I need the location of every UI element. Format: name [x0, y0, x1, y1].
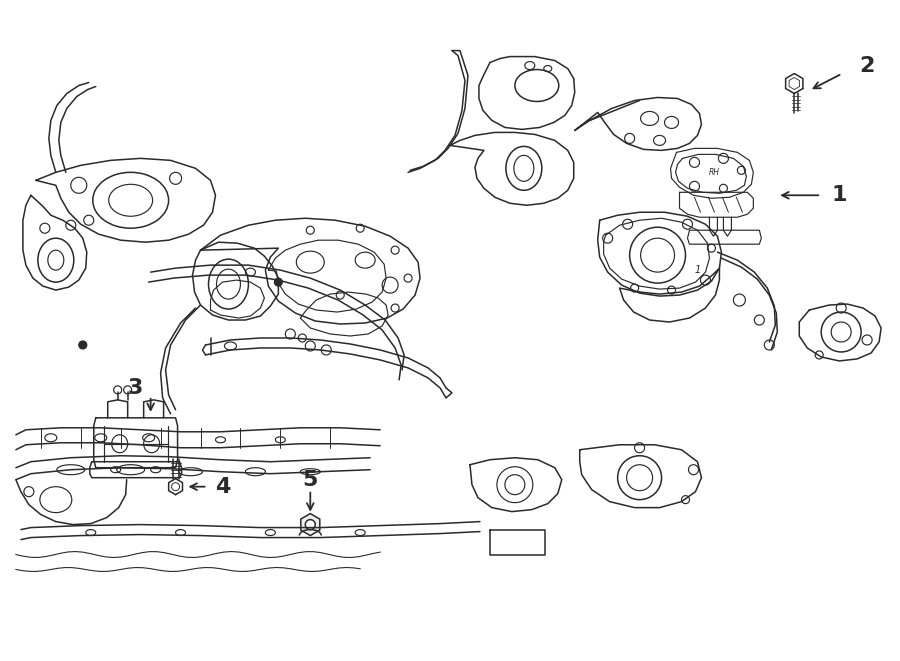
Text: 3: 3 — [128, 378, 143, 398]
Text: RH: RH — [709, 168, 720, 177]
Text: 5: 5 — [302, 470, 318, 490]
Text: 4: 4 — [215, 477, 230, 496]
Text: 1: 1 — [832, 185, 847, 206]
Text: 2: 2 — [860, 56, 875, 75]
Ellipse shape — [79, 341, 86, 349]
Ellipse shape — [274, 278, 283, 286]
Ellipse shape — [305, 520, 315, 529]
Text: 1: 1 — [695, 265, 700, 275]
Polygon shape — [301, 514, 320, 535]
